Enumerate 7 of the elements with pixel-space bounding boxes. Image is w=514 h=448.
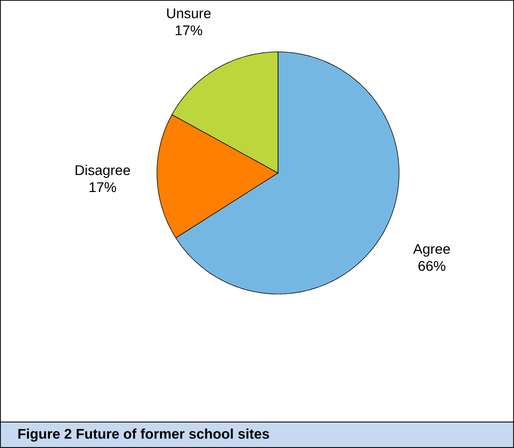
slice-label: Disagree [76,164,130,178]
slice-label: Unsure [167,8,211,18]
slice-label: Agree [413,244,450,257]
data-label: 17% [176,25,202,36]
data-label: 17% [90,182,116,192]
data-label: 66% [418,260,446,271]
text: Figure 2 Future of former school sites [18,428,270,442]
